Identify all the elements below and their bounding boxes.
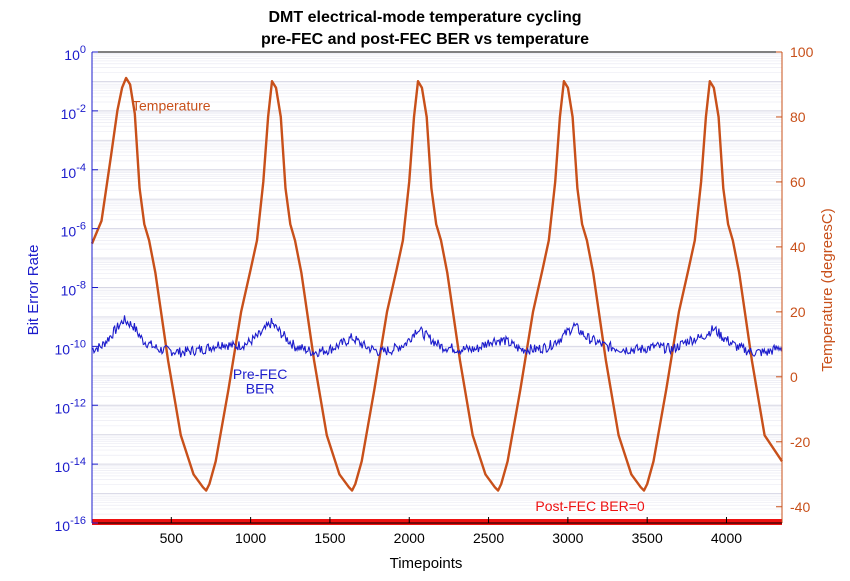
x-tick-label: 1000 [235,530,266,546]
right-tick-label: -40 [790,499,810,515]
x-tick-label: 1500 [314,530,345,546]
x-tick-label: 2500 [473,530,504,546]
x-tick-label: 500 [160,530,184,546]
right-tick-label: 0 [790,369,798,385]
x-axis-label: Timepoints [390,555,463,572]
annotation-label: Post-FEC BER=0 [535,498,645,514]
left-tick-label: 10-6 [61,221,86,240]
x-tick-label: 3000 [552,530,583,546]
left-tick-label: 100 [64,44,86,63]
right-tick-label: 20 [790,304,806,320]
x-tick-label: 4000 [711,530,742,546]
left-tick-label: 10-14 [55,456,86,475]
plot-area: 100 10-2 10-4 10-6 10-8 10-10 10-12 10-14 10-16 1… [55,44,814,546]
temperature-series-line [90,76,783,492]
x-tick-label: 2000 [394,530,425,546]
right-tick-label: 100 [790,44,814,60]
annotation-label: Temperature [132,97,211,113]
left-tick-label: 10-4 [61,162,86,181]
left-tick-label: 10-12 [55,397,86,416]
right-tick-label: 80 [790,109,806,125]
annotation-label: BER [246,380,275,396]
annotation-label: Pre-FEC [233,366,287,382]
pre-fec-ber-series-line [91,315,783,358]
right-axis-label: Temperature (degreesC) [819,208,836,371]
left-tick-label: 10-8 [61,280,86,299]
chart-title-line-2: pre-FEC and post-FEC BER vs temperature [261,31,589,48]
left-tick-label: 10-2 [61,103,86,122]
right-tick-label: 40 [790,239,806,255]
x-tick-label: 3500 [632,530,663,546]
left-axis-label: Bit Error Rate [25,245,42,336]
chart-title-line-1: DMT electrical-mode temperature cycling [269,9,582,26]
right-tick-label: -20 [790,434,810,450]
right-tick-label: 60 [790,174,806,190]
left-tick-label: 10-16 [55,515,86,534]
left-tick-label: 10-10 [55,338,86,357]
